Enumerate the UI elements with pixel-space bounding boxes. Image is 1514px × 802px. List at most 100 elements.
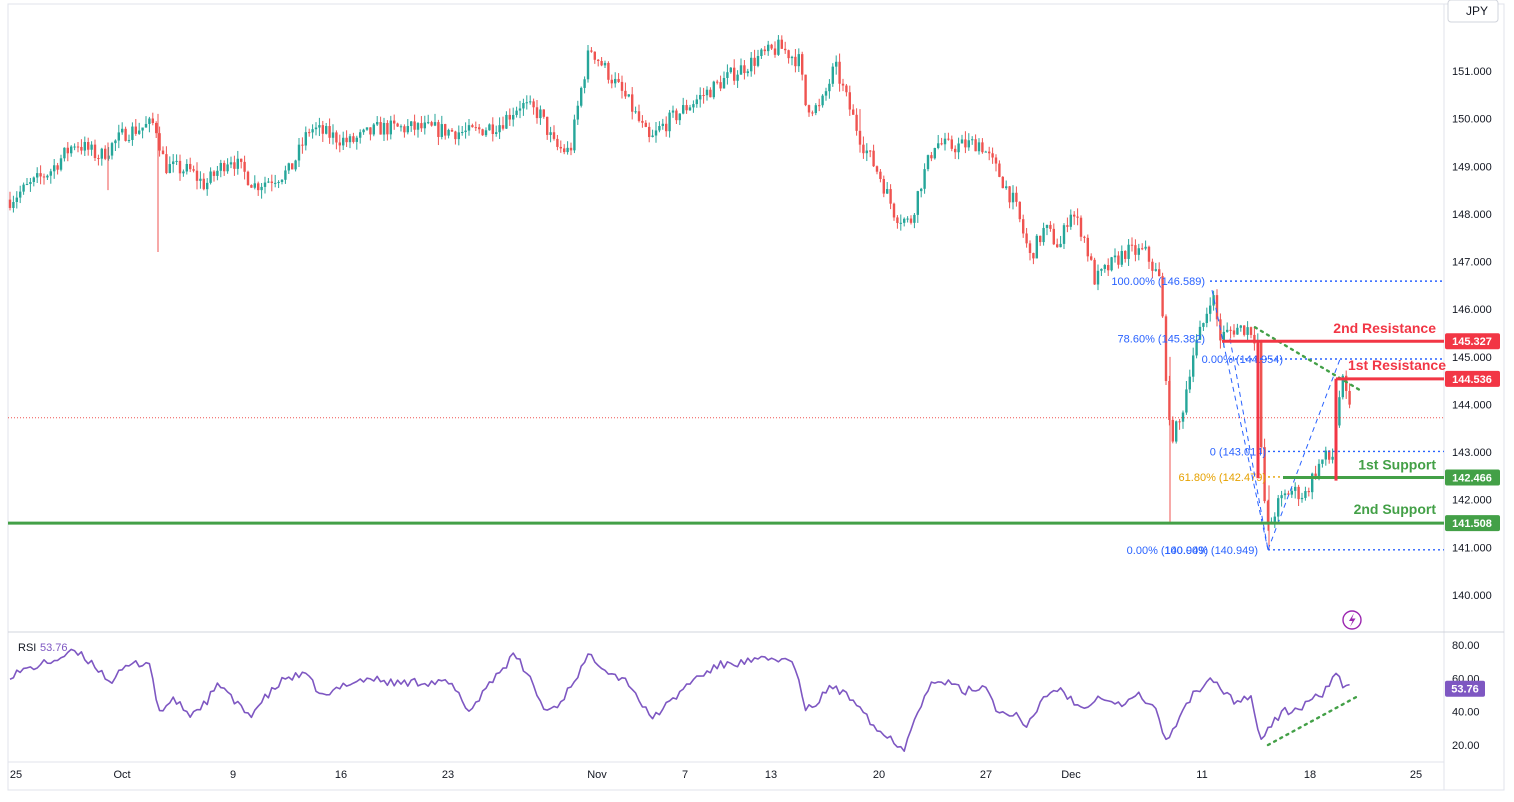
candle-body <box>1205 313 1208 324</box>
candle-body <box>253 183 256 188</box>
candle-body <box>1025 233 1028 244</box>
fib-label: 0.00% (140.949) <box>1127 545 1208 557</box>
candle-body <box>634 111 637 113</box>
candle-body <box>87 142 90 150</box>
candle-body <box>19 191 22 198</box>
candle-body <box>107 155 110 159</box>
candle-body <box>814 105 817 114</box>
candle-body <box>892 203 896 218</box>
candle-body <box>926 155 930 170</box>
x-tick-label: 20 <box>873 769 885 781</box>
candle-body <box>1124 250 1127 259</box>
candle-body <box>114 140 117 144</box>
candle-body <box>467 125 471 131</box>
candle-body <box>369 127 372 135</box>
candle-body <box>583 79 586 88</box>
candle-body <box>784 48 787 51</box>
candle-body <box>189 163 192 170</box>
candle-body <box>566 147 569 153</box>
candle-body <box>287 163 290 171</box>
level-label: 1st Support <box>1358 457 1436 473</box>
candle-body <box>512 115 515 120</box>
candle-body <box>505 114 508 129</box>
candle-body <box>410 121 413 127</box>
candle-body <box>144 123 148 128</box>
candle-body <box>960 139 964 144</box>
candle-body <box>1018 201 1021 220</box>
candle-body <box>1107 265 1110 271</box>
candle-body <box>865 150 868 154</box>
candle-body <box>73 146 76 148</box>
axes: 151.000 150.000 149.000 148.000 147.000 146.0… <box>10 66 1492 781</box>
candle-body <box>964 139 967 148</box>
candle-body <box>138 130 141 134</box>
candle-body <box>66 147 69 154</box>
candle-body <box>134 126 137 134</box>
candle-body <box>1321 459 1324 464</box>
candle-body <box>920 188 923 192</box>
candle-body <box>284 170 287 180</box>
candle-body <box>420 123 423 129</box>
candle-body <box>372 124 375 135</box>
candle-body <box>396 123 399 127</box>
candle-body <box>76 146 80 148</box>
candle-body <box>603 62 607 66</box>
candle-body <box>835 61 838 67</box>
candle-body <box>182 171 185 174</box>
candle-body <box>1110 257 1113 271</box>
candle-body <box>365 127 369 130</box>
x-tick-label: Nov <box>587 769 607 781</box>
candle-body <box>1011 192 1015 203</box>
x-tick-label: 23 <box>442 769 454 781</box>
candle-body <box>151 118 154 124</box>
candle-body <box>195 170 199 181</box>
rsi-tick-label: 40.00 <box>1452 707 1480 719</box>
candle-body <box>437 122 440 137</box>
candle-body <box>1045 224 1049 228</box>
candle-body <box>729 67 732 73</box>
candle-body <box>246 171 250 186</box>
candle-body <box>141 127 144 131</box>
fib-label: 0.00% (144.954) <box>1202 354 1283 366</box>
x-tick-label: 27 <box>980 769 992 781</box>
candle-body <box>257 183 260 191</box>
candle-body <box>36 173 39 178</box>
candle-body <box>393 120 396 124</box>
candle-body <box>1059 243 1062 248</box>
candle-body <box>1147 246 1151 262</box>
candle-body <box>1195 339 1198 356</box>
candle-body <box>192 169 195 171</box>
candle-body <box>216 170 219 176</box>
candle-body <box>933 147 936 159</box>
candle-body <box>498 125 501 133</box>
candle-body <box>637 111 641 121</box>
lightning-icon[interactable] <box>1342 610 1362 630</box>
candle-body <box>1015 192 1018 202</box>
candle-body <box>811 112 814 114</box>
candle-body <box>481 129 484 136</box>
candle-body <box>862 144 865 154</box>
candle-body <box>352 136 355 142</box>
price-badge <box>1445 333 1500 350</box>
candle-body <box>913 214 916 223</box>
candle-body <box>83 142 86 151</box>
candle-body <box>709 89 712 98</box>
candle-body <box>1022 219 1025 234</box>
price-tick-label: 150.000 <box>1452 114 1492 126</box>
candle-body <box>716 81 719 83</box>
candle-body <box>685 105 688 111</box>
price-badge-label: 142.466 <box>1452 473 1492 485</box>
candle-body <box>291 163 294 170</box>
candle-body <box>586 50 590 80</box>
candle-body <box>117 132 120 141</box>
currency-button[interactable]: JPY <box>1447 0 1499 23</box>
candle-body <box>1100 268 1103 271</box>
candle-body <box>161 150 165 155</box>
candle-body <box>1243 325 1246 335</box>
candle-body <box>886 189 889 194</box>
candle-body <box>1192 355 1195 377</box>
candle-body <box>1141 248 1144 250</box>
candle-body <box>841 83 845 86</box>
